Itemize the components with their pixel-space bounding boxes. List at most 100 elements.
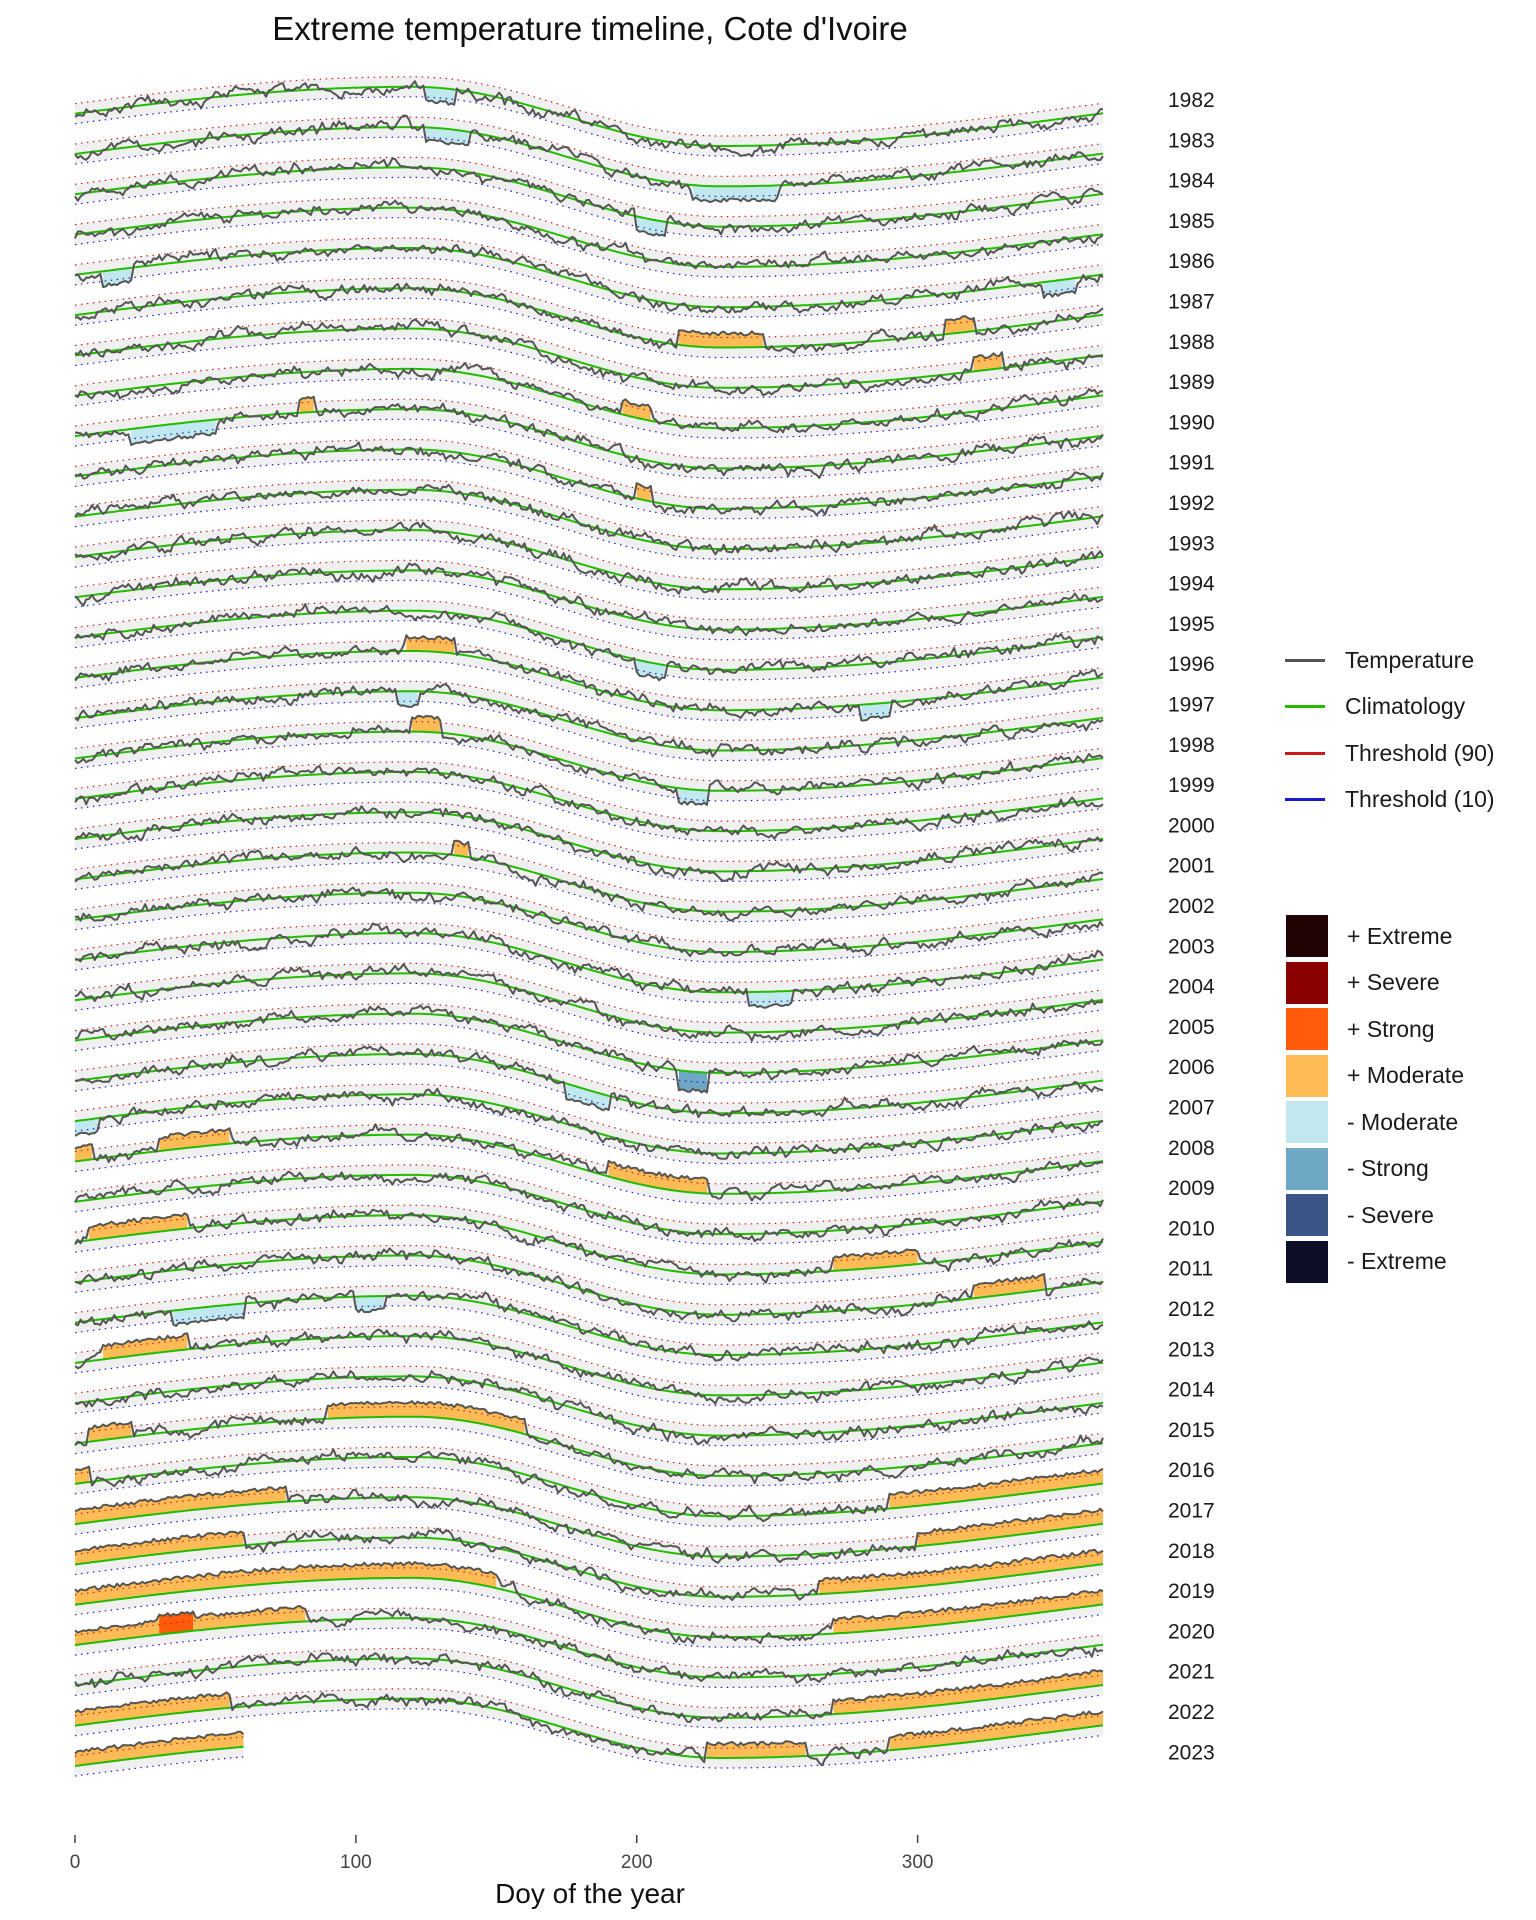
- year-row-1985: 1985: [74, 197, 1215, 278]
- threshold-90-line: [74, 398, 1104, 459]
- legend-category-label: - Strong: [1347, 1155, 1429, 1181]
- anomaly-fill: [678, 1070, 707, 1093]
- chart-title: Extreme temperature timeline, Cote d'Ivo…: [272, 10, 908, 47]
- year-row-1994: 1994: [74, 559, 1215, 641]
- temperature-line: [74, 1561, 1104, 1645]
- threshold-10-line: [74, 499, 1104, 560]
- legend-category-item: + Extreme: [1285, 914, 1452, 958]
- anomaly-fill: [89, 1213, 188, 1241]
- year-row-2020: 2020: [74, 1605, 1215, 1688]
- anomaly-fill: [131, 419, 216, 445]
- temperature-line: [74, 521, 1104, 595]
- year-row-2000: 2000: [74, 801, 1215, 882]
- anomaly-fill: [75, 1731, 244, 1766]
- x-tick-label: 0: [70, 1852, 81, 1873]
- year-row-1986: 1986: [74, 237, 1215, 318]
- threshold-90-line: [74, 882, 1104, 943]
- threshold-band: [75, 439, 1103, 519]
- threshold-10-line: [74, 700, 1104, 762]
- year-label: 2008: [1168, 1137, 1215, 1160]
- year-label: 2007: [1168, 1097, 1215, 1120]
- threshold-90-line: [74, 479, 1104, 540]
- threshold-band: [75, 1487, 1103, 1567]
- climatology-line: [74, 770, 1104, 833]
- threshold-10-line: [74, 338, 1104, 399]
- x-tick-label: 200: [621, 1852, 653, 1873]
- temperature-line: [74, 244, 1104, 314]
- threshold-90-line: [74, 841, 1104, 903]
- legend-category-label: - Moderate: [1347, 1108, 1459, 1135]
- year-row-2007: 2007: [74, 1083, 1215, 1165]
- legend-category-swatch: [1285, 1146, 1329, 1191]
- legend-line-item: Threshold (10): [1285, 785, 1495, 815]
- year-label: 2002: [1168, 895, 1215, 918]
- threshold-90-line: [74, 1647, 1104, 1709]
- climatology-line: [74, 1617, 1104, 1679]
- threshold-10-line: [74, 217, 1104, 278]
- anomaly-fill: [889, 1468, 1103, 1509]
- temperature-line: [74, 634, 1104, 722]
- legend-category-swatch: [1285, 1100, 1329, 1144]
- threshold-90-line: [74, 116, 1104, 177]
- threshold-10-line: [74, 1756, 244, 1777]
- threshold-90-line: [74, 962, 1104, 1024]
- climatology-line: [74, 1657, 1104, 1719]
- threshold-90-line: [74, 1244, 1104, 1306]
- anomaly-fill: [75, 1692, 230, 1726]
- year-row-2011: 2011: [74, 1244, 1213, 1326]
- anomaly-fill: [692, 185, 778, 203]
- year-label: 2023: [1168, 1741, 1215, 1764]
- temperature-line: [74, 765, 1104, 840]
- year-label: 1987: [1168, 291, 1215, 314]
- year-label: 1990: [1168, 411, 1215, 434]
- temperature-line: [75, 1045, 1104, 1119]
- year-row-1989: 1989: [74, 358, 1215, 439]
- climatology-line: [74, 327, 1104, 389]
- threshold-10-line: [74, 1103, 1104, 1165]
- year-row-2010: 2010: [74, 1204, 1215, 1285]
- year-row-2006: 2006: [74, 1043, 1215, 1124]
- anomaly-fill: [75, 1118, 98, 1136]
- threshold-90-line: [74, 1486, 1104, 1548]
- threshold-band: [75, 197, 1103, 277]
- anomaly-fill: [566, 1083, 609, 1111]
- threshold-90-line: [74, 559, 1104, 621]
- threshold-band: [75, 1688, 1103, 1768]
- threshold-band: [75, 520, 1103, 600]
- legend-line-item: Climatology: [1285, 692, 1465, 722]
- temperature-line: [74, 562, 1104, 637]
- climatology-line: [74, 690, 1104, 752]
- x-axis-title: Doy of the year: [495, 1878, 685, 1909]
- legend-line-label: Temperature: [1345, 646, 1475, 673]
- year-row-2023: 2023: [74, 1730, 1215, 1777]
- threshold-band: [75, 641, 1103, 721]
- threshold-band: [75, 1245, 1103, 1325]
- legend-category-item: + Strong: [1285, 1007, 1435, 1051]
- temperature-line: [74, 1004, 1104, 1094]
- temperature-line: [74, 1208, 1104, 1284]
- threshold-90-line: [74, 237, 1104, 298]
- year-row-1996: 1996: [74, 634, 1215, 722]
- threshold-90-line: [74, 801, 1104, 862]
- legend-line-key: [1285, 658, 1325, 662]
- year-row-1990: 1990: [74, 395, 1215, 479]
- threshold-band: [75, 1366, 1103, 1446]
- threshold-10-line: [74, 942, 1104, 1003]
- threshold-90-line: [74, 277, 1104, 339]
- threshold-10-line: [74, 620, 1104, 681]
- anomaly-fill: [861, 702, 890, 721]
- anomaly-fill: [1044, 278, 1075, 298]
- threshold-10-line: [74, 781, 1104, 842]
- threshold-10-line: [74, 1224, 1104, 1285]
- year-label: 1986: [1168, 250, 1215, 273]
- year-rows: 1982 1983 1984 1985 1986 1987 1988 1989 1990 1991…: [74, 76, 1215, 1777]
- threshold-band: [75, 560, 1103, 640]
- legend-category-item: + Severe: [1285, 960, 1440, 1005]
- year-row-1993: 1993: [74, 519, 1215, 600]
- climatology-line: [74, 1745, 244, 1767]
- year-row-2004: 2004: [74, 962, 1215, 1044]
- legend-category-label: - Severe: [1347, 1201, 1434, 1228]
- threshold-90-line: [74, 1003, 1104, 1064]
- legend-line-key: [1285, 705, 1325, 708]
